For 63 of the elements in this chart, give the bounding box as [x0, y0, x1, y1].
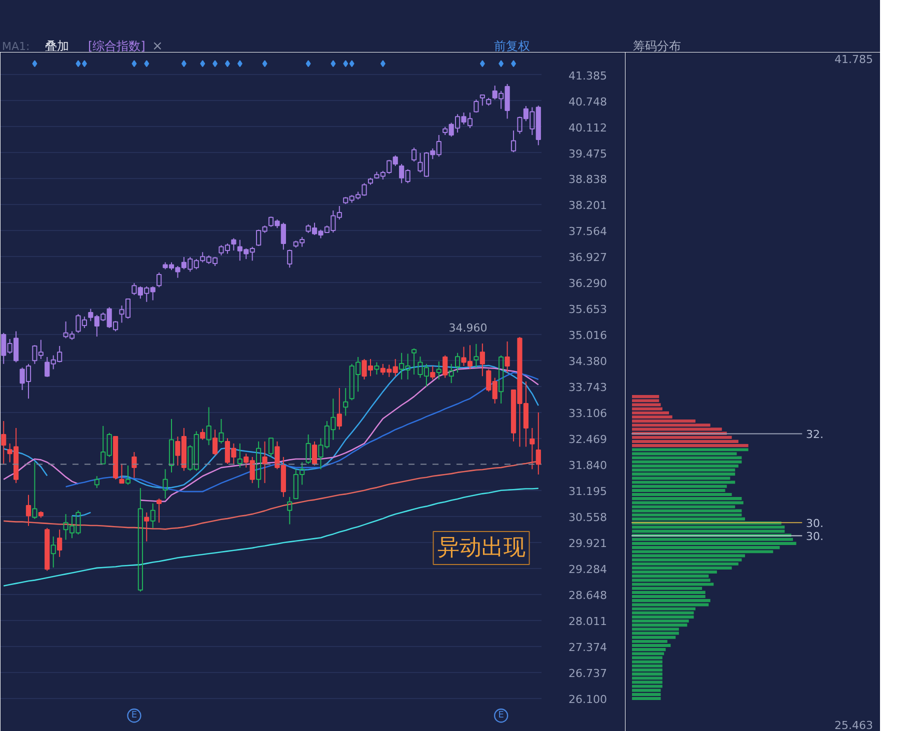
candlestick — [480, 343, 485, 377]
candlestick — [162, 468, 168, 500]
ref-line-label: 31.840 — [568, 458, 607, 472]
candlestick — [287, 496, 292, 525]
y-tick-label: 38.201 — [568, 199, 607, 212]
candlestick — [150, 502, 156, 528]
candlestick — [168, 418, 174, 473]
y-tick-label: 33.106 — [568, 407, 607, 420]
y-tick-label: 26.100 — [568, 693, 607, 706]
candlestick — [436, 360, 442, 380]
y-tick-label: 25.463 — [834, 719, 873, 731]
annotation: 34.960 — [448, 321, 488, 334]
y-tick-label: 36.927 — [568, 251, 607, 264]
y-tick-label: 27.374 — [568, 641, 607, 654]
text: × — [152, 39, 163, 54]
y-tick-label: 39.475 — [568, 147, 607, 160]
y-tick-label: 32.469 — [568, 433, 607, 446]
candlestick — [50, 536, 56, 568]
candlestick — [530, 427, 535, 470]
y-tick-label: 40.748 — [568, 95, 607, 108]
data-label: E — [131, 710, 138, 721]
y-tick-label: 29.921 — [568, 537, 607, 550]
ref-line-label: 30. — [806, 530, 824, 544]
y-tick-label: 41.785 — [834, 53, 873, 66]
candlestick — [343, 387, 348, 416]
ref-line-label: 30. — [806, 517, 824, 530]
line-series — [65, 372, 540, 492]
y-tick-label: 35.016 — [568, 329, 607, 342]
candlestick — [1, 420, 6, 464]
y-tick-label: 30.558 — [568, 511, 607, 524]
text: 32. — [806, 428, 824, 442]
chart-title: 筹码分布 — [633, 39, 681, 53]
text: [综合指数] — [88, 39, 146, 53]
candlestick — [474, 343, 479, 368]
candlestick — [256, 440, 262, 488]
data-label: E — [498, 710, 504, 721]
y-tick-label: 33.743 — [568, 381, 607, 394]
y-tick-label: 28.648 — [568, 589, 607, 602]
candlestick — [144, 512, 150, 542]
line-series — [2, 488, 540, 587]
y-tick-label: 31.195 — [568, 485, 607, 498]
y-tick-label: 40.112 — [568, 121, 607, 134]
y-tick-label: 35.653 — [568, 303, 607, 316]
y-tick-label: 34.380 — [568, 355, 607, 368]
y-tick-label: 41.385 — [568, 69, 607, 82]
y-tick-label: 38.838 — [568, 173, 607, 186]
candlestick — [536, 412, 541, 475]
text: MA1: — [2, 40, 30, 53]
candlestick — [94, 476, 100, 488]
annotation: 异动出现 — [437, 536, 526, 561]
y-tick-label: 29.284 — [568, 563, 607, 576]
candlestick — [448, 363, 454, 384]
candlestick — [57, 529, 62, 558]
candlestick — [504, 340, 510, 373]
text: 叠加 — [45, 39, 69, 53]
y-tick-label: 28.011 — [568, 615, 607, 628]
candlestick — [132, 452, 137, 478]
y-tick-label: 36.290 — [568, 277, 607, 290]
y-tick-label: 37.564 — [568, 225, 607, 238]
candlestick — [26, 494, 32, 526]
y-tick-label: 26.737 — [568, 667, 607, 680]
text: 前复权 — [494, 39, 530, 53]
candlestick — [262, 440, 268, 484]
